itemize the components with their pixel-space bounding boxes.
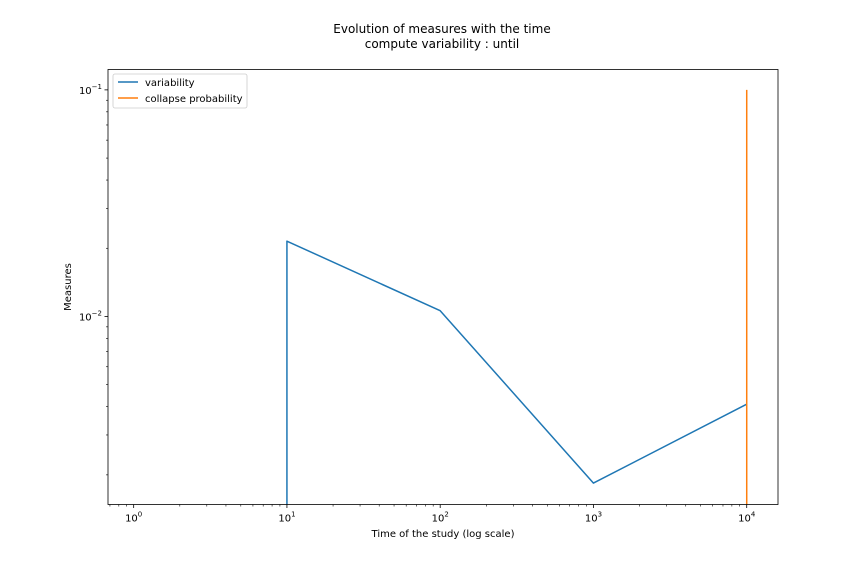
x-tick-label: 100 (125, 511, 142, 525)
legend-label-collapse-probability: collapse probability (145, 94, 243, 105)
series-layer (286, 89, 748, 505)
legend-label-variability: variability (145, 78, 195, 89)
ticks-layer: 100 101 102 103 104 10−2 10−1 (79, 83, 756, 525)
x-tick-label: 103 (585, 511, 602, 525)
plot-frame (107, 69, 779, 505)
legend-box (112, 73, 248, 109)
y-tick-label: 10−2 (79, 309, 102, 323)
y-axis-label: Measures (63, 263, 74, 311)
x-tick-label: 102 (432, 511, 449, 525)
x-axis-label: Time of the study (log scale) (371, 529, 515, 540)
chart-subtitle: compute variability : until (365, 37, 520, 51)
x-tick-label: 101 (278, 511, 295, 525)
legend: variability collapse probability (112, 73, 248, 109)
chart-title: Evolution of measures with the time (333, 22, 550, 36)
x-tick-label: 104 (738, 511, 756, 525)
series-line-variability (286, 240, 748, 505)
y-tick-label: 10−1 (79, 83, 102, 97)
